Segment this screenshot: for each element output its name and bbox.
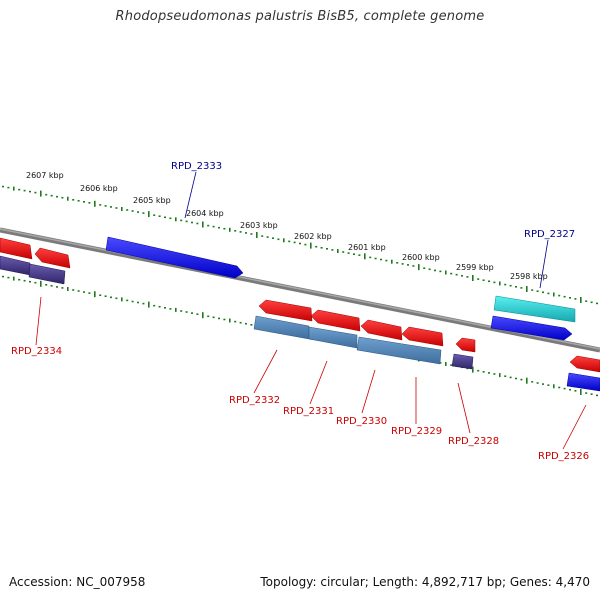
gene-rpd-2329[interactable] xyxy=(401,326,444,347)
label-leaders xyxy=(35,171,587,450)
forward-strand-genes xyxy=(105,236,600,392)
gene-label-rpd-2327: RPD_2327 xyxy=(524,229,575,240)
gene-label-rpd-2328: RPD_2328 xyxy=(448,436,499,447)
gene-left-red-2[interactable] xyxy=(34,247,71,269)
gene-rpd-2333[interactable] xyxy=(105,236,244,279)
gene-label-rpd-2330: RPD_2330 xyxy=(336,416,387,427)
gene-steel-1[interactable] xyxy=(253,315,310,340)
gene-steel-3[interactable] xyxy=(356,336,442,365)
genome-backbone xyxy=(0,227,600,353)
scale-label-2605: 2605 kbp xyxy=(133,196,171,205)
gene-rpd-2326[interactable] xyxy=(566,372,600,392)
gene-left-red-1[interactable] xyxy=(0,237,33,260)
gene-label-rpd-2332: RPD_2332 xyxy=(229,395,280,406)
gene-rpd-2330[interactable] xyxy=(360,319,403,341)
gene-right-red[interactable] xyxy=(569,355,600,373)
scale-label-2601: 2601 kbp xyxy=(348,243,386,252)
gene-purple-small[interactable] xyxy=(451,353,474,370)
gene-label-rpd-2334: RPD_2334 xyxy=(11,346,62,357)
genome-title: Rhodopseudomonas palustris BisB5, comple… xyxy=(115,9,485,24)
gene-labels: RPD_2333 RPD_2327 RPD_2334 RPD_2332 RPD_… xyxy=(11,161,589,462)
scale-label-2604: 2604 kbp xyxy=(186,209,224,218)
accession-text: Accession: NC_007958 xyxy=(9,575,146,589)
scale-label-2598: 2598 kbp xyxy=(510,272,548,281)
gene-label-rpd-2326: RPD_2326 xyxy=(538,451,589,462)
gene-label-rpd-2329: RPD_2329 xyxy=(391,426,442,437)
scale-labels: 2607 kbp 2606 kbp 2605 kbp 2604 kbp 2603… xyxy=(26,171,548,281)
gene-label-rpd-2331: RPD_2331 xyxy=(283,406,334,417)
scale-label-2607: 2607 kbp xyxy=(26,171,64,180)
genome-summary-text: Topology: circular; Length: 4,892,717 bp… xyxy=(260,575,590,589)
scale-label-2599: 2599 kbp xyxy=(456,263,494,272)
gene-rpd-2332[interactable] xyxy=(258,299,313,322)
scale-label-2603: 2603 kbp xyxy=(240,221,278,230)
scale-label-2602: 2602 kbp xyxy=(294,232,332,241)
gene-steel-2[interactable] xyxy=(308,326,358,349)
scale-label-2606: 2606 kbp xyxy=(80,184,118,193)
gene-rpd-2334[interactable] xyxy=(0,255,31,276)
gene-rpd-2327[interactable] xyxy=(493,295,576,323)
scale-label-2600: 2600 kbp xyxy=(402,253,440,262)
gene-rpd-2331[interactable] xyxy=(310,309,361,332)
outer-scale-ticks xyxy=(2,185,598,305)
reverse-strand-genes xyxy=(0,237,600,373)
gene-rpd-2327-b[interactable] xyxy=(490,315,573,341)
gene-label-rpd-2333: RPD_2333 xyxy=(171,161,222,172)
gene-rpd-2328[interactable] xyxy=(455,337,476,353)
gene-rpd-2334-b[interactable] xyxy=(28,263,66,285)
